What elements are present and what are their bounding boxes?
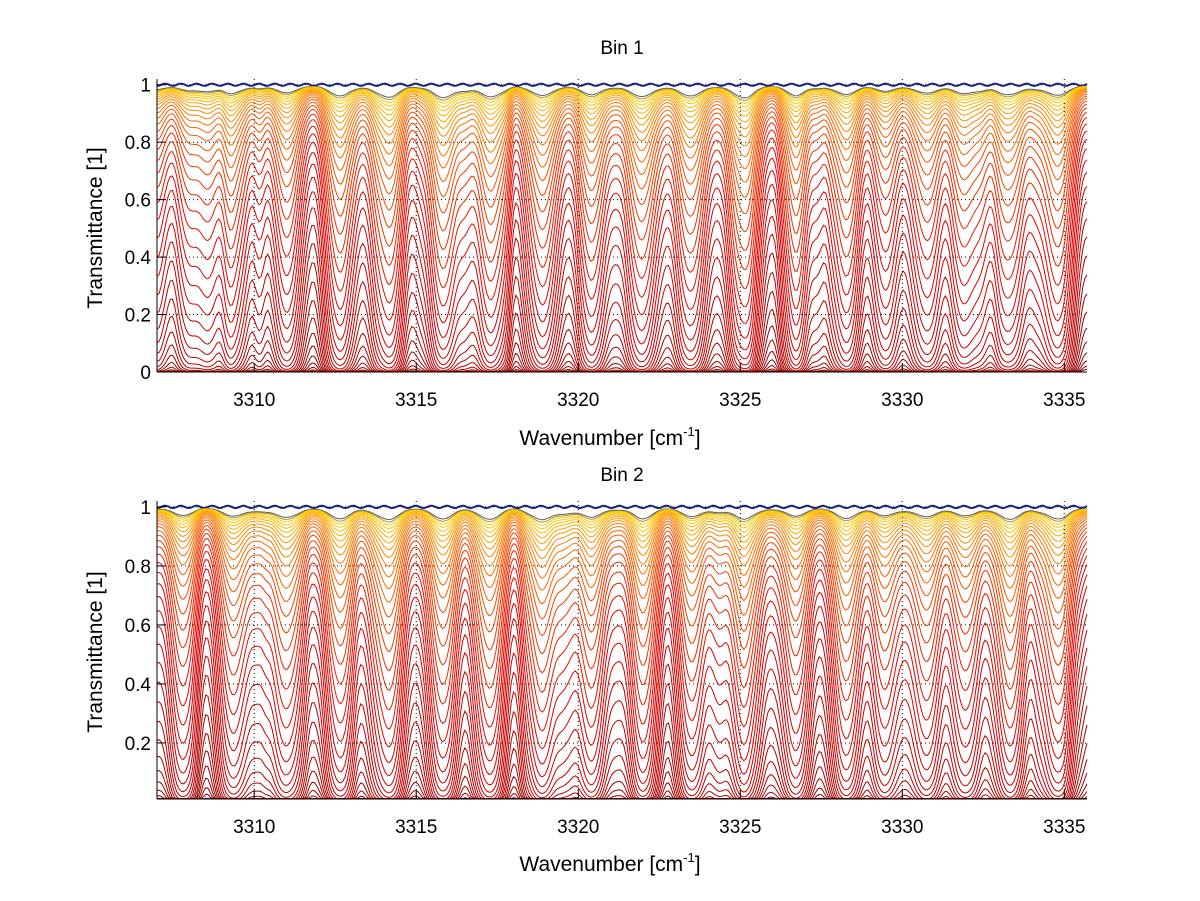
y-axis-label: Transmittance [1] — [84, 571, 107, 732]
y-tick-labels: 0 0.2 0.4 0.6 0.8 1 — [125, 76, 152, 384]
y-tick-label: 0.8 — [125, 557, 151, 578]
spectrum-line — [156, 504, 1088, 510]
x-tick-label: 3325 — [719, 390, 761, 411]
spectrum-line — [156, 88, 1088, 123]
spectrum-line — [156, 544, 1088, 713]
subplot-bin-1: Bin 1 3310 3315 3320 3325 3330 3335 0 0.2 0.4 0.… — [84, 38, 1088, 450]
spectrum-line — [156, 98, 1088, 198]
spectrum-line — [156, 103, 1088, 232]
spectrum-line — [156, 578, 1088, 778]
spectrum-line — [156, 123, 1088, 308]
spectrum-line — [156, 236, 1088, 373]
spectrum-line — [156, 95, 1088, 183]
spectrum-line — [156, 171, 1088, 366]
spectrum-line — [156, 87, 1088, 117]
spectrum-line — [156, 522, 1088, 620]
spectrum-line — [156, 620, 1088, 799]
spectrum-line — [156, 525, 1088, 637]
spectrum-line — [156, 528, 1088, 655]
spectrum-line — [157, 508, 1088, 523]
spectrum-line — [157, 508, 1088, 526]
spectrum-line — [156, 568, 1088, 765]
spectrum-line — [157, 509, 1088, 530]
spectrum-line — [156, 88, 1088, 130]
spectrum-line — [156, 605, 1088, 795]
spectrum-line — [156, 100, 1088, 215]
x-tick-label: 3310 — [233, 390, 275, 411]
spectrum-line — [157, 510, 1088, 545]
x-tick-label: 3320 — [557, 817, 599, 838]
x-tick-label: 3335 — [1043, 817, 1085, 838]
y-tick-label: 0.4 — [125, 248, 152, 269]
x-tick-label: 3315 — [395, 817, 437, 838]
x-axis-label: Wavenumber [cm-1] — [519, 424, 700, 450]
spectrum-line — [156, 538, 1088, 694]
spectrum-line — [156, 514, 1088, 569]
subplot-title: Bin 2 — [600, 465, 643, 486]
subplot-title: Bin 1 — [600, 38, 643, 59]
x-tick-label: 3320 — [557, 390, 599, 411]
spectrum-line — [157, 509, 1088, 534]
y-tick-label: 0.4 — [125, 675, 152, 696]
spectrum-line — [156, 138, 1088, 339]
spectra — [156, 504, 1088, 800]
y-tick-label: 1 — [140, 76, 151, 97]
spectrum-line — [156, 201, 1088, 372]
subplot-bin-2: Bin 2 3310 3315 3320 3325 3330 3335 0.2 0.4 0.6… — [84, 465, 1088, 876]
x-tick-labels: 3310 3315 3320 3325 3330 3335 — [233, 390, 1085, 411]
spectrum-line — [156, 533, 1088, 674]
spectrum-line — [156, 92, 1088, 157]
spectrum-line — [156, 107, 1088, 251]
spectrum-line — [156, 185, 1088, 370]
y-tick-label: 1 — [140, 498, 151, 519]
spectrum-line — [156, 559, 1088, 750]
axes — [156, 501, 1087, 800]
x-tick-label: 3315 — [395, 390, 437, 411]
x-tick-labels: 3310 3315 3320 3325 3330 3335 — [233, 817, 1085, 838]
spectrum-line — [156, 159, 1088, 360]
spectrum-line — [156, 117, 1088, 289]
axes — [156, 79, 1087, 373]
x-tick-label: 3335 — [1043, 390, 1085, 411]
y-tick-labels: 0.2 0.4 0.6 0.8 1 — [125, 498, 152, 755]
x-tick-label: 3325 — [719, 817, 761, 838]
spectrum-line — [157, 510, 1088, 539]
spectrum-line — [156, 519, 1088, 605]
x-tick-label: 3310 — [233, 817, 275, 838]
spectrum-line — [156, 218, 1088, 372]
spectrum-line — [156, 515, 1088, 579]
spectrum-line — [156, 86, 1088, 108]
y-tick-label: 0.8 — [125, 133, 151, 154]
spectra — [156, 82, 1088, 373]
spectrum-line — [156, 655, 1088, 800]
spectrum-line — [157, 517, 1088, 591]
spectrum-line — [156, 130, 1088, 324]
y-tick-label: 0.2 — [125, 734, 151, 755]
y-tick-label: 0 — [140, 363, 151, 384]
spectrum-line — [156, 512, 1088, 560]
x-axis-label: Wavenumber [cm-1] — [519, 850, 700, 876]
spectrum-line — [156, 637, 1088, 800]
spectrum-line — [156, 93, 1088, 169]
spectrum-line — [156, 148, 1088, 351]
spectrum-line — [156, 591, 1088, 788]
spectrum-line — [156, 550, 1088, 732]
y-tick-label: 0.6 — [125, 191, 151, 212]
spectrum-line — [156, 82, 1088, 87]
y-axis-label: Transmittance [1] — [84, 147, 107, 308]
x-tick-label: 3330 — [881, 390, 923, 411]
y-tick-label: 0.6 — [125, 616, 151, 637]
y-tick-label: 0.2 — [125, 306, 151, 327]
spectrum-line — [156, 89, 1088, 138]
spectrum-line — [157, 511, 1088, 552]
spectrum-line — [156, 255, 1088, 373]
x-tick-label: 3330 — [881, 817, 923, 838]
spectrum-line — [156, 87, 1087, 112]
spectrum-line — [156, 90, 1088, 147]
spectrum-line — [156, 111, 1088, 270]
